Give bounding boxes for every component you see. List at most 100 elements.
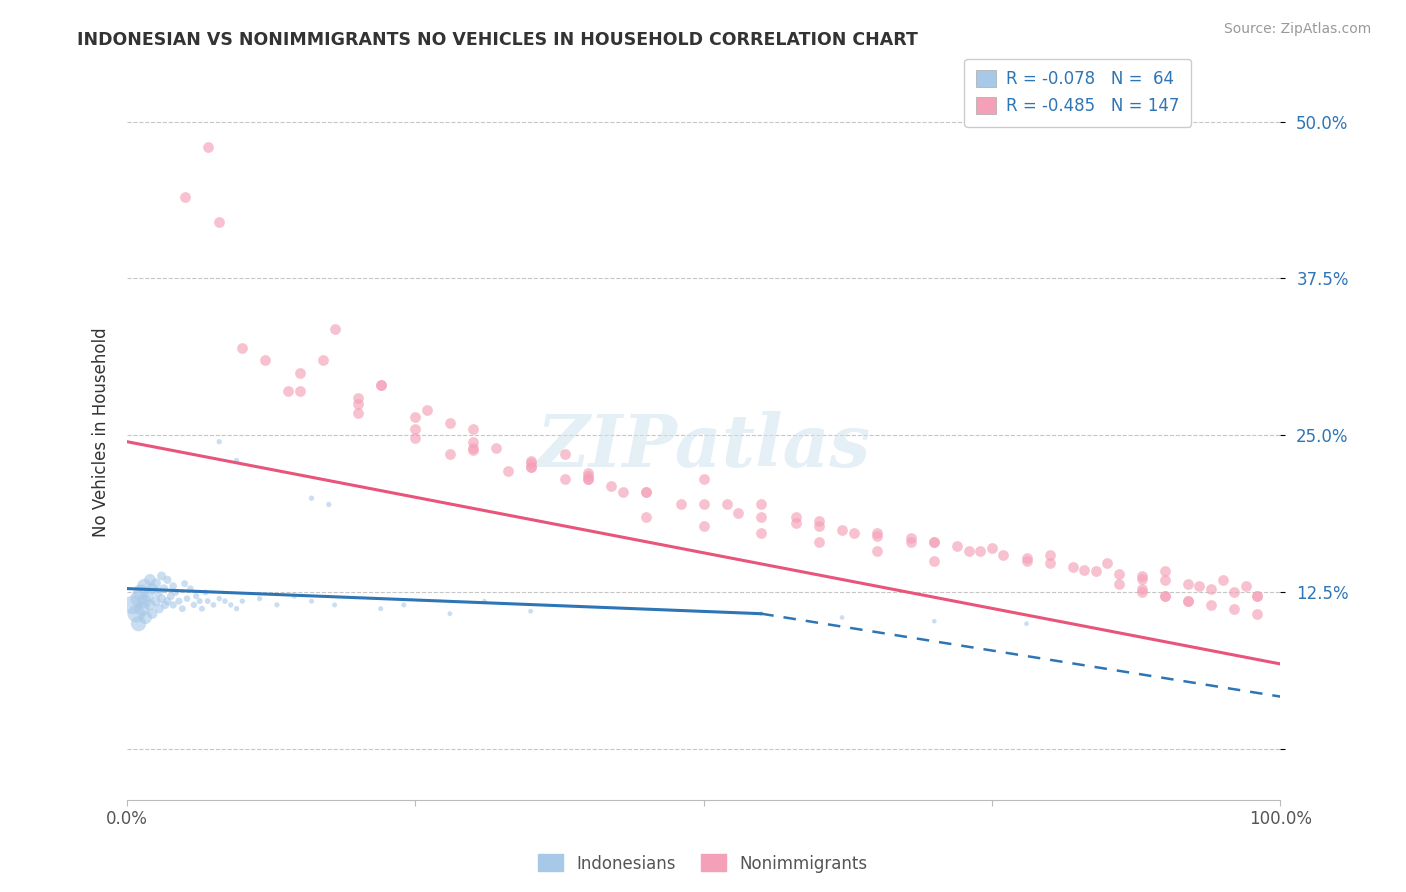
- Point: [600, 478, 623, 492]
- Point: [179, 582, 201, 596]
- Point: [214, 594, 236, 608]
- Point: [194, 585, 217, 599]
- Point: [1246, 589, 1268, 603]
- Point: [749, 607, 772, 621]
- Point: [197, 139, 219, 153]
- Point: [1130, 585, 1153, 599]
- Point: [831, 523, 853, 537]
- Point: [301, 491, 323, 505]
- Point: [404, 422, 426, 436]
- Point: [167, 594, 190, 608]
- Point: [150, 569, 173, 583]
- Point: [1199, 598, 1222, 612]
- Point: [301, 594, 323, 608]
- Point: [1154, 573, 1177, 587]
- Point: [969, 544, 991, 558]
- Point: [1015, 616, 1038, 631]
- Point: [172, 601, 194, 615]
- Point: [922, 535, 945, 549]
- Text: INDONESIAN VS NONIMMIGRANTS NO VEHICLES IN HOUSEHOLD CORRELATION CHART: INDONESIAN VS NONIMMIGRANTS NO VEHICLES …: [77, 31, 918, 49]
- Point: [231, 341, 253, 355]
- Point: [519, 604, 541, 618]
- Point: [993, 548, 1015, 562]
- Point: [173, 190, 195, 204]
- Point: [370, 378, 392, 392]
- Point: [634, 484, 657, 499]
- Point: [225, 453, 247, 467]
- Point: [439, 607, 461, 621]
- Point: [576, 472, 599, 486]
- Point: [1084, 564, 1107, 578]
- Point: [288, 384, 311, 399]
- Legend: R = -0.078   N =  64, R = -0.485   N = 147: R = -0.078 N = 64, R = -0.485 N = 147: [965, 59, 1191, 127]
- Point: [1038, 548, 1060, 562]
- Point: [156, 573, 179, 587]
- Point: [461, 422, 484, 436]
- Point: [125, 607, 148, 621]
- Point: [121, 598, 143, 612]
- Y-axis label: No Vehicles in Household: No Vehicles in Household: [93, 327, 110, 537]
- Point: [266, 598, 288, 612]
- Point: [208, 215, 231, 229]
- Point: [900, 535, 922, 549]
- Point: [439, 447, 461, 461]
- Point: [957, 544, 980, 558]
- Point: [554, 447, 576, 461]
- Point: [485, 441, 508, 455]
- Point: [141, 607, 163, 621]
- Point: [669, 498, 692, 512]
- Point: [145, 576, 167, 591]
- Point: [1199, 582, 1222, 596]
- Point: [1177, 594, 1199, 608]
- Point: [634, 484, 657, 499]
- Point: [1154, 564, 1177, 578]
- Point: [162, 579, 184, 593]
- Point: [416, 403, 439, 417]
- Point: [1038, 557, 1060, 571]
- Point: [519, 456, 541, 470]
- Point: [165, 585, 187, 599]
- Point: [1108, 566, 1130, 581]
- Point: [191, 601, 214, 615]
- Point: [576, 472, 599, 486]
- Point: [749, 510, 772, 524]
- Point: [404, 409, 426, 424]
- Point: [131, 601, 153, 615]
- Text: Source: ZipAtlas.com: Source: ZipAtlas.com: [1223, 22, 1371, 37]
- Point: [1015, 551, 1038, 566]
- Point: [865, 526, 887, 541]
- Point: [439, 416, 461, 430]
- Point: [323, 598, 346, 612]
- Point: [807, 514, 830, 528]
- Point: [1223, 601, 1246, 615]
- Legend: Indonesians, Nonimmigrants: Indonesians, Nonimmigrants: [531, 847, 875, 880]
- Point: [749, 498, 772, 512]
- Point: [922, 554, 945, 568]
- Point: [1062, 560, 1084, 574]
- Point: [323, 321, 346, 335]
- Point: [146, 585, 169, 599]
- Point: [519, 459, 541, 474]
- Point: [461, 443, 484, 458]
- Point: [831, 610, 853, 624]
- Point: [900, 532, 922, 546]
- Point: [162, 598, 184, 612]
- Point: [134, 610, 156, 624]
- Point: [312, 353, 335, 368]
- Point: [139, 573, 162, 587]
- Point: [576, 466, 599, 480]
- Point: [139, 598, 162, 612]
- Text: ZIPatlas: ZIPatlas: [537, 411, 870, 483]
- Point: [922, 614, 945, 628]
- Point: [1073, 563, 1095, 577]
- Point: [225, 601, 247, 615]
- Point: [554, 472, 576, 486]
- Point: [576, 468, 599, 483]
- Point: [692, 518, 714, 533]
- Point: [202, 598, 225, 612]
- Point: [129, 585, 152, 599]
- Point: [1154, 589, 1177, 603]
- Point: [1246, 589, 1268, 603]
- Point: [461, 441, 484, 455]
- Point: [922, 535, 945, 549]
